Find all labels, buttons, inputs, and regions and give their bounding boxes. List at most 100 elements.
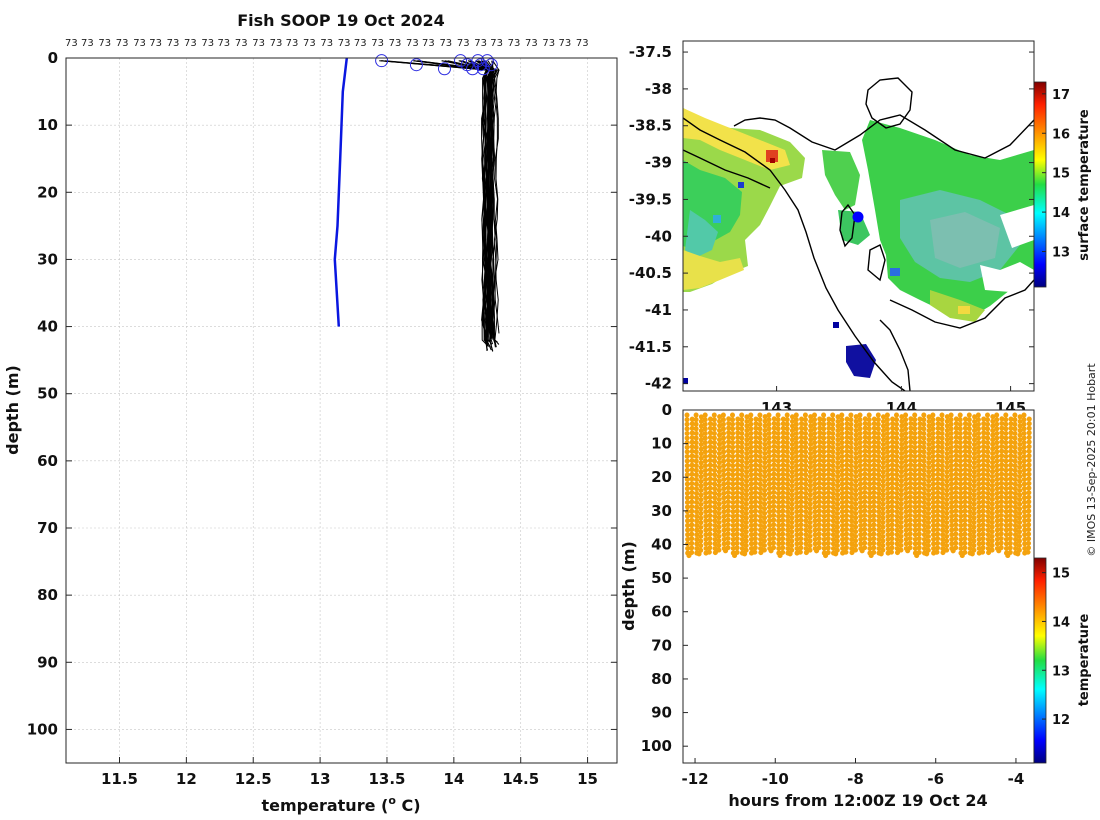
temperature-colorbar-tick-label: 15: [1052, 567, 1070, 582]
profile-points: [766, 412, 777, 556]
profile-line: [444, 60, 496, 348]
temperature-colorbar: [1033, 557, 1047, 764]
profile-points: [748, 412, 759, 559]
map-y-tick-label: -38.5: [629, 117, 672, 135]
profile-count-label: 73: [184, 38, 197, 49]
x-tick-label: 12: [176, 770, 197, 788]
ts-y-tick-label: 80: [651, 670, 672, 688]
profile-count-label: 73: [235, 38, 248, 49]
profile-count-label: 73: [474, 38, 487, 49]
chart-title: Fish SOOP 19 Oct 2024: [237, 11, 445, 30]
map-y-tick-label: -39.5: [629, 190, 672, 208]
profile-plot-area: [66, 58, 617, 763]
measured-profiles: [379, 60, 500, 352]
profile-points: [875, 412, 886, 560]
ts-y-tick-label: 60: [651, 603, 672, 621]
profile-points: [802, 412, 814, 557]
profile-count-label: 73: [354, 38, 367, 49]
y-tick-label: 30: [37, 250, 58, 268]
y-tick-label: 40: [37, 318, 58, 336]
timeseries-x-label: hours from 12:00Z 19 Oct 24: [728, 791, 987, 810]
sst-colorbar-tick-label: 13: [1052, 246, 1070, 261]
ts-y-tick-label: 40: [651, 535, 672, 553]
profile-points: [1012, 412, 1023, 560]
sst-colorbar: [1033, 81, 1047, 288]
profile-count-label: 73: [167, 38, 180, 49]
profile-count-label: 73: [371, 38, 384, 49]
profile-points: [903, 412, 914, 556]
y-tick-label: 20: [37, 183, 58, 201]
map-y-ticks: -37.5 -38 -38.5 -39 -39.5 -40 -40.5 -41 -41.5 -42: [629, 43, 1034, 393]
sst-field: [683, 108, 1034, 384]
map-y-tick-label: -40.5: [629, 264, 672, 282]
profile-points: [948, 412, 959, 556]
profile-points: [757, 412, 768, 557]
map-y-tick-label: -42: [645, 375, 672, 393]
timeseries-y-ticks: 0 10 20 30 40 50 60 70 80 90 100: [641, 401, 688, 755]
map-y-tick-label: -37.5: [629, 43, 672, 61]
ts-x-tick-label: -4: [1008, 770, 1025, 788]
credit-text: © IMOS 13-Sep-2025 20:01 Hobart: [1085, 363, 1098, 557]
profile-points: [921, 412, 932, 560]
map-y-tick-label: -39: [645, 154, 672, 172]
profile-points: [866, 412, 877, 561]
profile-count-label: 73: [338, 38, 351, 49]
temperature-colorbar-tick-label: 14: [1052, 615, 1070, 630]
profile-count-label: 73: [558, 38, 571, 49]
surface-marker: [437, 62, 451, 76]
temperature-colorbar-ticks: 12 13 14 15: [1042, 567, 1070, 728]
climatology-line: [333, 57, 349, 327]
profile-count-label: 73: [406, 38, 419, 49]
profile-points: [884, 412, 896, 559]
profile-points: [693, 412, 704, 560]
profile-points: [966, 412, 978, 560]
profile-count-label: 73: [303, 38, 316, 49]
profile-grid: [66, 57, 617, 763]
y-tick-label: 80: [37, 586, 58, 604]
profile-count-label: 73: [576, 38, 589, 49]
profile-count-label: 73: [252, 38, 265, 49]
x-tick-label: 14: [443, 770, 464, 788]
map-y-tick-label: -40: [645, 227, 672, 245]
ts-y-tick-label: 100: [641, 737, 672, 755]
profile-count-label: 73: [422, 38, 435, 49]
profile-points: [848, 412, 859, 557]
profile-count-label: 73: [133, 38, 146, 49]
surface-marker: [480, 54, 494, 68]
profile-points: [839, 412, 850, 559]
profile-count-label: 73: [525, 38, 538, 49]
profile-count-label: 73: [81, 38, 94, 49]
coastline: [683, 77, 1034, 391]
profile-count-label: 73: [320, 38, 333, 49]
profile-points: [821, 412, 832, 561]
ts-y-tick-label: 10: [651, 435, 672, 453]
profile-points: [894, 412, 905, 557]
ts-y-tick-label: 30: [651, 502, 672, 520]
y-tick-label: 90: [37, 653, 58, 671]
timeseries-y-label: depth (m): [619, 541, 638, 631]
ts-y-tick-label: 20: [651, 468, 672, 486]
y-tick-label: 10: [37, 116, 58, 134]
profile-points: [793, 412, 805, 559]
profile-points: [711, 412, 723, 557]
profile-count-label: 73: [98, 38, 111, 49]
profile-line: [384, 60, 496, 339]
x-tick-label: 13: [310, 770, 331, 788]
profile-points: [939, 412, 950, 557]
profile-points: [930, 412, 941, 558]
temperature-colorbar-tick-label: 13: [1052, 664, 1070, 679]
x-tick-label: 15: [577, 770, 598, 788]
profile-points: [985, 412, 996, 557]
profile-count-label: 73: [389, 38, 402, 49]
profile-line: [413, 60, 491, 343]
ts-y-tick-label: 50: [651, 569, 672, 587]
y-tick-label: 50: [37, 385, 58, 403]
ts-y-tick-label: 70: [651, 636, 672, 654]
profile-points: [1021, 412, 1032, 559]
sst-colorbar-ticks: 13 14 15 16 17: [1042, 88, 1070, 261]
profile-x-label: temperature (o C): [261, 794, 420, 815]
surface-marker: [375, 54, 389, 68]
profile-count-label: 73: [457, 38, 470, 49]
y-tick-label: 0: [48, 49, 58, 67]
